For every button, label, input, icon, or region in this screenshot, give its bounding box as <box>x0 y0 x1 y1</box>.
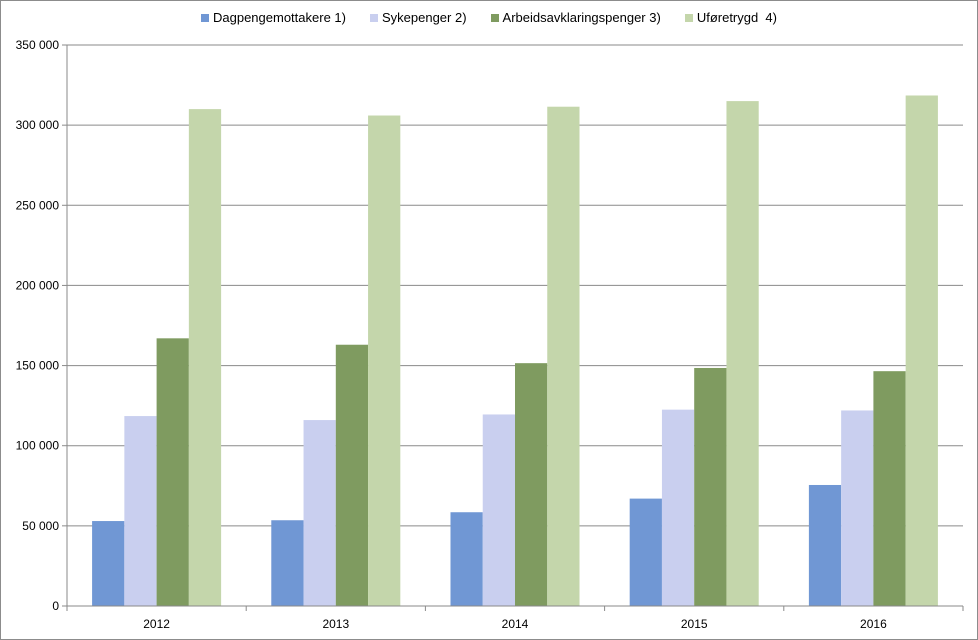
y-tick-label: 200 000 <box>16 278 60 292</box>
y-tick-label: 0 <box>52 599 59 613</box>
x-tick-label: 2013 <box>322 617 349 631</box>
legend-swatch-sykepenger <box>369 13 378 22</box>
x-tick-label: 2012 <box>143 617 170 631</box>
x-tick-label: 2015 <box>681 617 708 631</box>
legend-swatch-uforetrygd <box>684 13 693 22</box>
bar <box>482 414 515 606</box>
legend-item-arbeidsavklaringspenger: Arbeidsavklaringspenger 3) <box>490 10 661 25</box>
bar <box>124 416 157 606</box>
bar <box>515 363 548 606</box>
bar <box>841 410 874 606</box>
legend-label-sykepenger: Sykepenger 2) <box>381 10 467 25</box>
bar <box>873 371 906 606</box>
legend-label-arbeidsavklaringspenger: Arbeidsavklaringspenger 3) <box>502 10 661 25</box>
bar <box>92 521 125 606</box>
bar <box>694 367 727 606</box>
bar <box>271 520 304 606</box>
legend-swatch-arbeidsavklaringspenger <box>490 13 499 22</box>
legend: Dagpengemottakere 1) Sykepenger 2) Arbei… <box>0 10 978 25</box>
bar <box>450 512 483 606</box>
y-tick-label: 300 000 <box>16 118 60 132</box>
bar <box>188 109 222 606</box>
y-tick-label: 50 000 <box>22 519 59 533</box>
bar <box>905 95 938 607</box>
bar <box>726 101 759 606</box>
bar <box>547 106 580 607</box>
bar <box>808 484 842 606</box>
bar <box>629 498 662 606</box>
x-tick-label: 2016 <box>860 617 887 631</box>
x-tick-label: 2014 <box>502 617 529 631</box>
legend-label-uforetrygd: Uføretrygd 4) <box>696 10 777 25</box>
y-tick-label: 250 000 <box>16 198 60 212</box>
legend-item-dagpengemottakere: Dagpengemottakere 1) <box>201 10 346 25</box>
bar <box>156 338 189 606</box>
y-tick-label: 150 000 <box>16 359 60 373</box>
bar <box>335 344 369 606</box>
y-tick-label: 100 000 <box>16 439 60 453</box>
legend-item-uforetrygd: Uføretrygd 4) <box>684 10 777 25</box>
legend-item-sykepenger: Sykepenger 2) <box>369 10 467 25</box>
bar <box>368 115 401 607</box>
bar <box>661 409 695 606</box>
legend-label-dagpengemottakere: Dagpengemottakere 1) <box>213 10 346 25</box>
y-tick-label: 350 000 <box>16 38 60 52</box>
bar <box>303 420 336 606</box>
legend-swatch-dagpengemottakere <box>201 13 209 22</box>
